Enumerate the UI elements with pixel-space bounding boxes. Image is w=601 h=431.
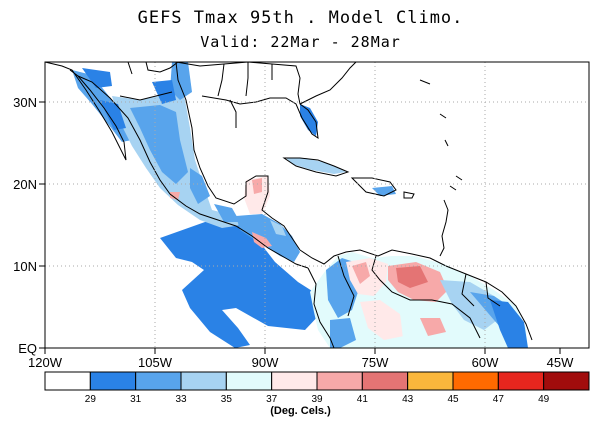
colorbar-swatch [452,371,499,391]
colorbar-swatch [135,371,182,391]
colorbar-label: 29 [85,394,97,405]
colorbar [44,371,590,391]
latitude-labels: 30N 20N 10N EQ [13,95,37,356]
lat-label: 10N [13,259,37,274]
colorbar-swatch [361,371,409,391]
colorbar-swatch [497,371,545,391]
lat-label: 30N [13,95,37,110]
colorbar-label: 47 [493,394,505,405]
colorbar-swatch [271,371,318,391]
colorbar-label: 35 [221,394,233,405]
colorbar-swatch [407,371,454,391]
lon-label: 105W [138,355,173,370]
lon-label: 120W [28,355,63,370]
colorbar-label: 41 [357,394,369,405]
coastlines [44,61,533,349]
map-title: GEFS Tmax 95th . Model Climo. [137,8,464,28]
florida-region [300,104,318,136]
colorbar-label: 49 [538,394,550,405]
colorbar-swatch [89,371,137,391]
lon-label: 90W [252,355,279,370]
map-subtitle: Valid: 22Mar - 28Mar [200,33,401,51]
graticule [45,62,589,348]
colorbar-swatch [543,371,590,391]
central-america-region [236,214,300,262]
colorbar-swatch [44,371,91,391]
colorbar-swatch [180,371,227,391]
lon-label: 45W [547,355,574,370]
colorbar-label: 31 [130,394,142,405]
lon-label: 75W [362,355,389,370]
colorbar-label: 43 [402,394,414,405]
colorbar-units: (Deg. Cels.) [270,405,331,417]
colorbar-swatch [316,371,363,391]
longitude-labels: 120W 105W 90W 75W 60W 45W [28,355,574,370]
colorbar-label: 45 [447,394,459,405]
colorbar-label: 33 [175,394,187,405]
colorbar-label: 39 [311,394,323,405]
colorbar-swatch [225,371,273,391]
pacific-anomaly-region [160,218,322,348]
cuba-region [286,158,346,174]
lon-label: 60W [472,355,499,370]
lat-label: EQ [18,341,37,356]
map-panel [44,61,590,349]
colorbar-label: 37 [266,394,278,405]
axis-ticks [39,101,561,354]
lat-label: 20N [13,177,37,192]
colorbar-labels: 29 31 33 35 37 39 41 43 45 47 49 [85,394,550,405]
